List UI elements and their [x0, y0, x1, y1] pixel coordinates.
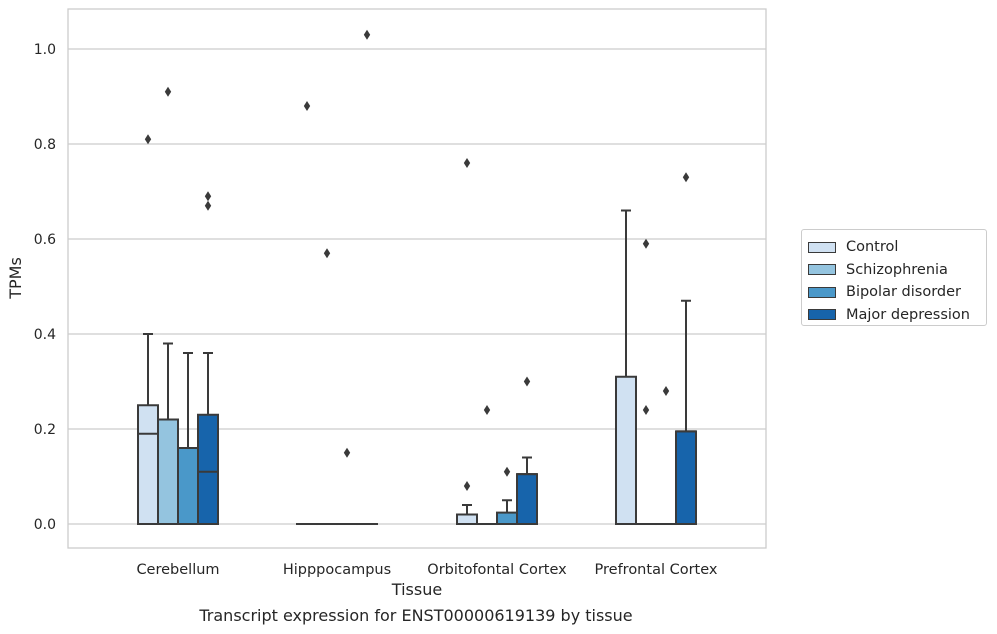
legend-item-major-depression: Major depression	[802, 304, 986, 327]
box-body	[496, 511, 518, 525]
outlier-point	[343, 447, 351, 458]
legend-swatch-bipolar-disorder	[808, 286, 836, 298]
figure-caption: Transcript expression for ENST0000061913…	[199, 606, 633, 625]
box-plot-box	[177, 352, 199, 525]
outlier-point	[363, 29, 371, 40]
x-tick-label: Cerebellum	[136, 562, 219, 578]
outlier-point	[662, 386, 670, 396]
y-tick-label: 0.6	[34, 232, 56, 248]
legend-label-control: Control	[846, 239, 899, 256]
x-tick-label: Hipppocampus	[283, 562, 391, 578]
y-tick-label: 0.2	[34, 422, 56, 438]
y-axis-label: TPMs	[6, 257, 25, 300]
x-tick-label: Orbitofontal Cortex	[427, 562, 567, 578]
outlier-point	[303, 101, 311, 111]
y-tick-labels: 0.0 0.2 0.4 0.6 0.8 1.0	[34, 42, 56, 533]
box-body	[137, 404, 159, 525]
legend-label-bipolar-disorder: Bipolar disorder	[846, 284, 961, 301]
outlier-point	[642, 238, 650, 249]
outlier-point	[164, 86, 172, 97]
legend-item-schizophrenia: Schizophrenia	[802, 259, 986, 282]
outlier-point	[463, 481, 471, 491]
box-body	[675, 430, 697, 525]
outlier-point	[483, 405, 491, 415]
box-plot-box	[516, 376, 538, 525]
box-body	[615, 375, 637, 525]
legend-label-schizophrenia: Schizophrenia	[846, 261, 948, 278]
legend: Control Schizophrenia Bipolar disorder M…	[801, 229, 987, 326]
outlier-point	[503, 466, 511, 477]
legend-item-control: Control	[802, 236, 986, 259]
box-plot-box	[635, 238, 657, 526]
box-body	[157, 418, 179, 525]
outlier-point	[323, 248, 331, 259]
y-tick-label: 0.8	[34, 137, 56, 153]
y-tick-label: 0.4	[34, 327, 56, 343]
box-plot-box	[456, 158, 478, 525]
box-body	[177, 447, 199, 525]
box-plot-box	[615, 209, 637, 525]
box-plot-box	[356, 29, 378, 526]
box-plot-box	[675, 172, 697, 525]
box-plot-box	[655, 386, 677, 526]
legend-swatch-major-depression	[808, 309, 836, 321]
box-plot-box	[336, 447, 358, 526]
box-plot-box	[316, 248, 338, 526]
box-plot-box	[157, 86, 179, 525]
x-tick-labels: Cerebellum Hipppocampus Orbitofontal Corte…	[136, 562, 717, 578]
box-plot-box	[476, 405, 498, 526]
box-plot-series	[137, 29, 697, 526]
box-body	[197, 413, 219, 525]
box-plot-box	[137, 134, 159, 525]
legend-swatch-schizophrenia	[808, 264, 836, 276]
x-tick-label: Prefrontal Cortex	[595, 562, 718, 578]
outlier-point	[523, 376, 531, 387]
y-tick-label: 0.0	[34, 517, 56, 533]
box-body	[516, 473, 538, 525]
outlier-point	[682, 172, 690, 183]
x-axis-label: Tissue	[391, 580, 442, 599]
legend-item-bipolar-disorder: Bipolar disorder	[802, 281, 986, 304]
outlier-point	[204, 200, 212, 211]
legend-label-major-depression: Major depression	[846, 306, 970, 323]
outlier-point	[463, 158, 471, 168]
box-plot-box	[496, 466, 518, 525]
box-plot-box	[296, 101, 318, 526]
legend-swatch-control	[808, 241, 836, 253]
y-tick-label: 1.0	[34, 42, 56, 58]
plot-frame	[67, 8, 767, 549]
outlier-point	[144, 134, 152, 145]
box-body	[456, 513, 478, 525]
outlier-point	[204, 191, 212, 202]
outlier-point	[642, 405, 650, 415]
box-plot-box	[197, 191, 219, 525]
